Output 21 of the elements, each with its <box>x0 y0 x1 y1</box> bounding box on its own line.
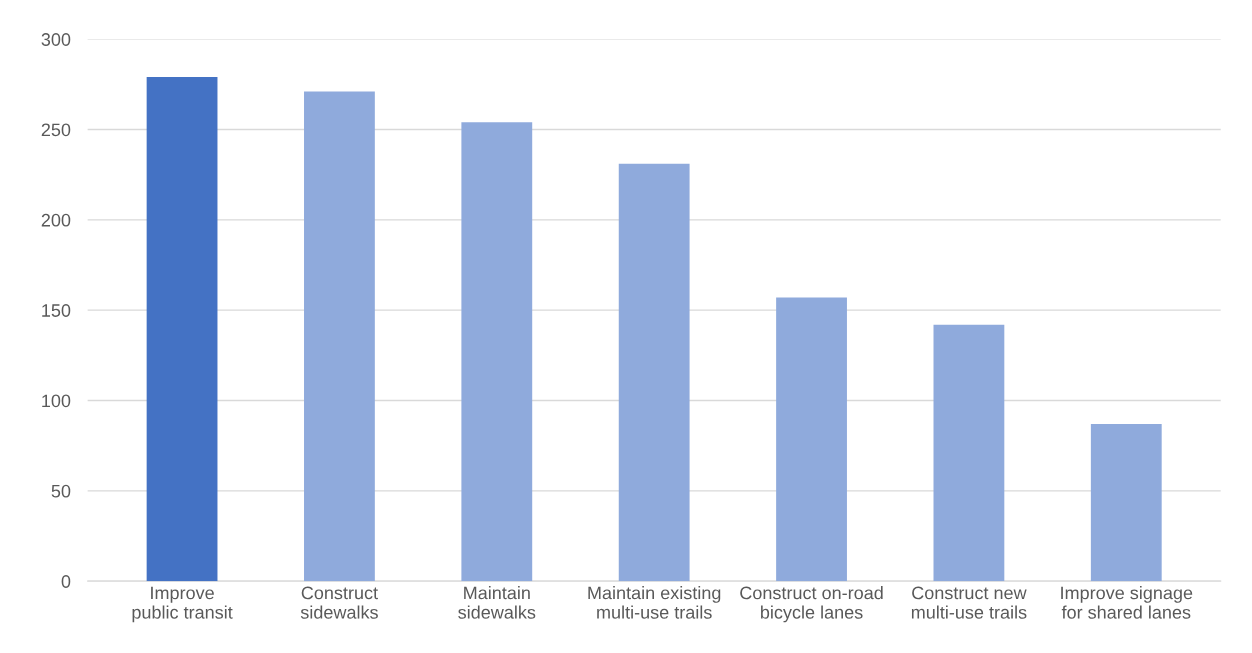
y-tick-label: 50 <box>51 484 71 498</box>
bar <box>1090 423 1162 582</box>
bar <box>146 77 218 582</box>
x-tick-label: Construct on-road bicycle lanes <box>740 586 883 623</box>
bar <box>933 324 1005 582</box>
y-tick-label: 100 <box>42 394 71 408</box>
y-tick-label: 250 <box>41 123 71 137</box>
x-tick-label: Improve signage for shared lanes <box>1061 586 1193 619</box>
y-tick-label: 0 <box>61 575 71 588</box>
x-tick-label: Maintain existing multi-use trails <box>588 586 721 619</box>
x-tick-label: Construct sidewalks <box>300 586 378 619</box>
bar <box>304 91 375 582</box>
y-tick-label: 150 <box>42 304 71 317</box>
y-tick-label: 200 <box>41 213 71 227</box>
x-tick-label: Improve public transit <box>132 586 233 623</box>
y-tick-label: 300 <box>41 33 71 46</box>
bar <box>776 297 847 582</box>
bar <box>461 122 533 582</box>
x-tick-label: Maintain sidewalks <box>458 586 536 619</box>
bar <box>618 163 690 582</box>
x-tick-label: Construct new multi-use trails <box>911 586 1027 619</box>
